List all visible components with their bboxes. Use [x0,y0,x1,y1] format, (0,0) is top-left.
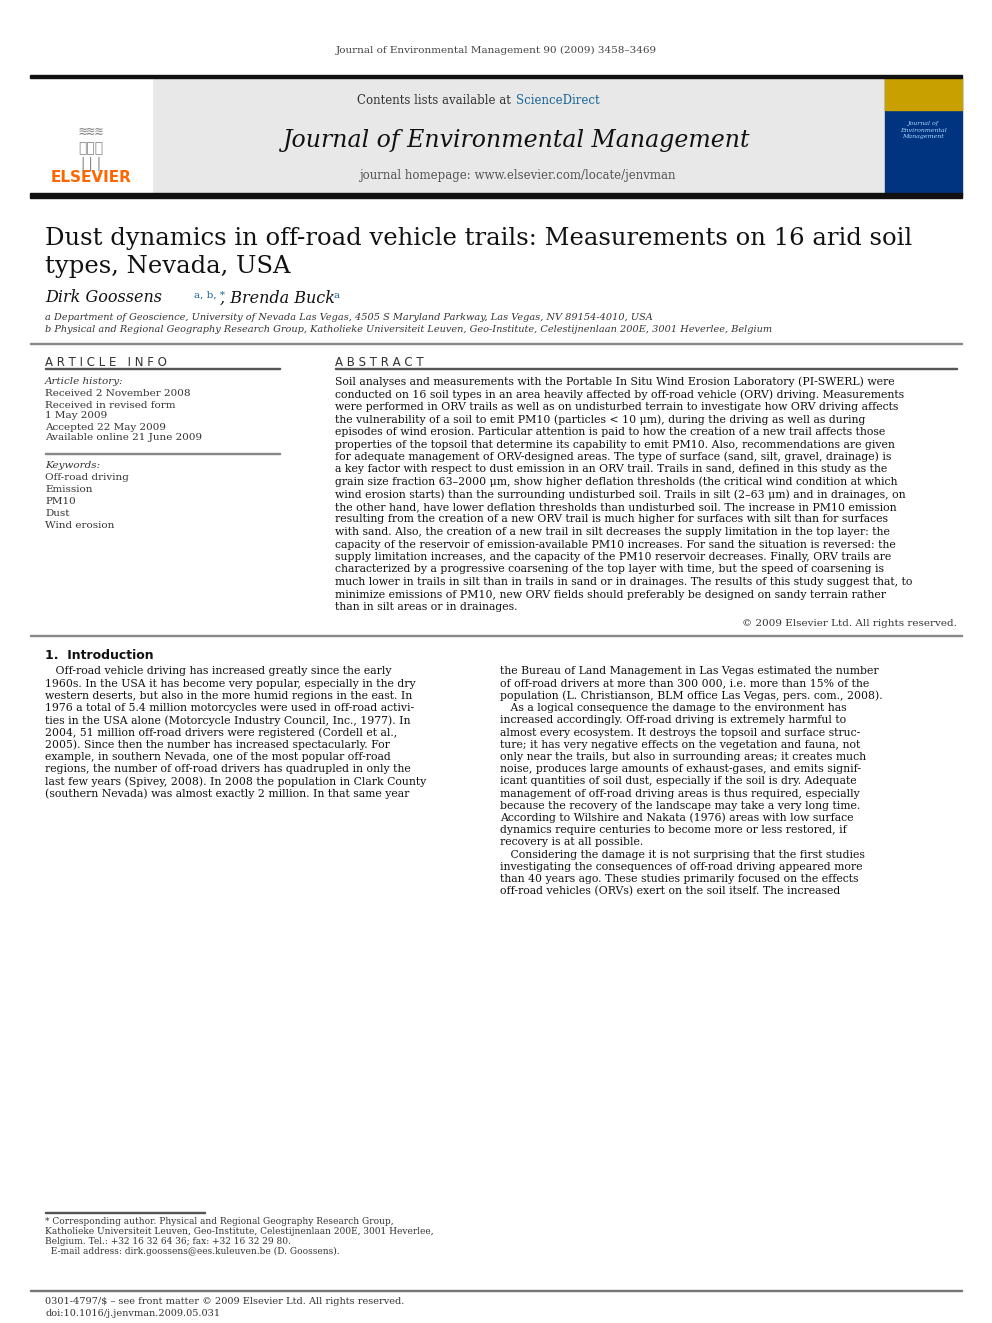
Text: According to Wilshire and Nakata (1976) areas with low surface: According to Wilshire and Nakata (1976) … [500,812,853,823]
Text: Received 2 November 2008: Received 2 November 2008 [45,389,190,398]
Text: dynamics require centuries to become more or less restored, if: dynamics require centuries to become mor… [500,826,847,835]
Text: for adequate management of ORV-designed areas. The type of surface (sand, silt, : for adequate management of ORV-designed … [335,451,892,462]
Text: capacity of the reservoir of emission-available PM10 increases. For sand the sit: capacity of the reservoir of emission-av… [335,540,896,549]
Text: than 40 years ago. These studies primarily focused on the effects: than 40 years ago. These studies primari… [500,875,858,884]
Text: ScienceDirect: ScienceDirect [516,94,599,106]
Text: Journal of
Environmental
Management: Journal of Environmental Management [900,120,946,139]
Text: © 2009 Elsevier Ltd. All rights reserved.: © 2009 Elsevier Ltd. All rights reserved… [742,619,957,628]
Text: supply limitation increases, and the capacity of the PM10 reservoir decreases. F: supply limitation increases, and the cap… [335,552,891,562]
Text: with sand. Also, the creation of a new trail in silt decreases the supply limita: with sand. Also, the creation of a new t… [335,527,890,537]
Text: ture; it has very negative effects on the vegetation and fauna, not: ture; it has very negative effects on th… [500,740,860,750]
Text: only near the trails, but also in surrounding areas; it creates much: only near the trails, but also in surrou… [500,751,866,762]
Text: Off-road vehicle driving has increased greatly since the early: Off-road vehicle driving has increased g… [45,667,392,676]
Text: Article history:: Article history: [45,377,124,386]
Text: Belgium. Tel.: +32 16 32 64 36; fax: +32 16 32 29 80.: Belgium. Tel.: +32 16 32 64 36; fax: +32… [45,1237,291,1245]
Text: were performed in ORV trails as well as on undisturbed terrain to investigate ho: were performed in ORV trails as well as … [335,402,899,411]
Text: grain size fraction 63–2000 μm, show higher deflation thresholds (the critical w: grain size fraction 63–2000 μm, show hig… [335,476,898,487]
Text: 1976 a total of 5.4 million motorcycles were used in off-road activi-: 1976 a total of 5.4 million motorcycles … [45,703,414,713]
Text: (southern Nevada) was almost exactly 2 million. In that same year: (southern Nevada) was almost exactly 2 m… [45,789,410,799]
Text: b Physical and Regional Geography Research Group, Katholieke Universiteit Leuven: b Physical and Regional Geography Resear… [45,325,772,335]
Text: a, b, *: a, b, * [194,291,225,299]
Text: , Brenda Buck: , Brenda Buck [220,290,335,307]
Text: a: a [333,291,339,299]
Text: A B S T R A C T: A B S T R A C T [335,356,424,369]
Text: off-road vehicles (ORVs) exert on the soil itself. The increased: off-road vehicles (ORVs) exert on the so… [500,886,840,896]
Text: doi:10.1016/j.jenvman.2009.05.031: doi:10.1016/j.jenvman.2009.05.031 [45,1308,220,1318]
Text: ties in the USA alone (Motorcycle Industry Council, Inc., 1977). In: ties in the USA alone (Motorcycle Indust… [45,714,411,725]
Text: 1960s. In the USA it has become very popular, especially in the dry: 1960s. In the USA it has become very pop… [45,679,416,689]
Text: Wind erosion: Wind erosion [45,521,114,531]
Text: regions, the number of off-road drivers has quadrupled in only the: regions, the number of off-road drivers … [45,765,411,774]
Text: a Department of Geoscience, University of Nevada Las Vegas, 4505 S Maryland Park: a Department of Geoscience, University o… [45,312,653,321]
Text: As a logical consequence the damage to the environment has: As a logical consequence the damage to t… [500,703,846,713]
Text: resulting from the creation of a new ORV trail is much higher for surfaces with : resulting from the creation of a new ORV… [335,515,888,524]
Text: much lower in trails in silt than in trails in sand or in drainages. The results: much lower in trails in silt than in tra… [335,577,913,587]
Text: the Bureau of Land Management in Las Vegas estimated the number: the Bureau of Land Management in Las Veg… [500,667,879,676]
Text: Keywords:: Keywords: [45,462,100,471]
Text: a key factor with respect to dust emission in an ORV trail. Trails in sand, defi: a key factor with respect to dust emissi… [335,464,887,475]
Text: because the recovery of the landscape may take a very long time.: because the recovery of the landscape ma… [500,800,860,811]
Text: last few years (Spivey, 2008). In 2008 the population in Clark County: last few years (Spivey, 2008). In 2008 t… [45,777,427,787]
Text: increased accordingly. Off-road driving is extremely harmful to: increased accordingly. Off-road driving … [500,716,846,725]
Bar [30,75,962,78]
Text: episodes of wind erosion. Particular attention is paid to how the creation of a : episodes of wind erosion. Particular att… [335,427,885,437]
Text: Soil analyses and measurements with the Portable In Situ Wind Erosion Laboratory: Soil analyses and measurements with the … [335,377,895,388]
Text: 2004, 51 million off-road drivers were registered (Cordell et al.,: 2004, 51 million off-road drivers were r… [45,728,397,738]
Text: Dust dynamics in off-road vehicle trails: Measurements on 16 arid soil: Dust dynamics in off-road vehicle trails… [45,226,913,250]
Text: ELSEVIER: ELSEVIER [51,171,131,185]
Text: * Corresponding author. Physical and Regional Geography Research Group,: * Corresponding author. Physical and Reg… [45,1217,394,1225]
Text: Considering the damage it is not surprising that the first studies: Considering the damage it is not surpris… [500,849,865,860]
Text: A R T I C L E   I N F O: A R T I C L E I N F O [45,356,167,369]
Text: of off-road drivers at more than 300 000, i.e. more than 15% of the: of off-road drivers at more than 300 000… [500,679,869,689]
Text: almost every ecosystem. It destroys the topsoil and surface struc-: almost every ecosystem. It destroys the … [500,728,860,737]
Text: Accepted 22 May 2009: Accepted 22 May 2009 [45,422,166,431]
Text: Dirk Goossens: Dirk Goossens [45,290,162,307]
Text: recovery is at all possible.: recovery is at all possible. [500,837,643,847]
Text: properties of the topsoil that determine its capability to emit PM10. Also, reco: properties of the topsoil that determine… [335,439,895,450]
Text: Katholieke Universiteit Leuven, Geo-Institute, Celestijnenlaan 200E, 3001 Heverl: Katholieke Universiteit Leuven, Geo-Inst… [45,1226,434,1236]
Text: 2005). Since then the number has increased spectacularly. For: 2005). Since then the number has increas… [45,740,390,750]
Bar [30,193,962,198]
Text: 0301-4797/$ – see front matter © 2009 Elsevier Ltd. All rights reserved.: 0301-4797/$ – see front matter © 2009 El… [45,1297,405,1306]
Text: characterized by a progressive coarsening of the top layer with time, but the sp: characterized by a progressive coarsenin… [335,565,884,574]
Text: 1 May 2009: 1 May 2009 [45,411,107,421]
Text: ≋≋≋
⫶⫶⫶
|||: ≋≋≋ ⫶⫶⫶ ||| [78,124,103,172]
Text: conducted on 16 soil types in an area heavily affected by off-road vehicle (ORV): conducted on 16 soil types in an area he… [335,389,904,400]
Text: Dust: Dust [45,509,69,519]
Bar [885,78,962,110]
Text: Available online 21 June 2009: Available online 21 June 2009 [45,434,202,442]
Text: icant quantities of soil dust, especially if the soil is dry. Adequate: icant quantities of soil dust, especiall… [500,777,857,786]
Text: journal homepage: www.elsevier.com/locate/jenvman: journal homepage: www.elsevier.com/locat… [359,168,676,181]
Text: wind erosion starts) than the surrounding undisturbed soil. Trails in silt (2–63: wind erosion starts) than the surroundin… [335,490,906,500]
Text: minimize emissions of PM10, new ORV fields should preferably be designed on sand: minimize emissions of PM10, new ORV fiel… [335,590,886,599]
Text: example, in southern Nevada, one of the most popular off-road: example, in southern Nevada, one of the … [45,751,391,762]
Bar [152,78,885,194]
Text: western deserts, but also in the more humid regions in the east. In: western deserts, but also in the more hu… [45,691,413,701]
Text: Received in revised form: Received in revised form [45,401,176,410]
Text: population (L. Christianson, BLM office Las Vegas, pers. com., 2008).: population (L. Christianson, BLM office … [500,691,883,701]
Text: the other hand, have lower deflation thresholds than undisturbed soil. The incre: the other hand, have lower deflation thr… [335,501,897,512]
Text: types, Nevada, USA: types, Nevada, USA [45,254,291,278]
Text: PM10: PM10 [45,497,75,507]
Text: management of off-road driving areas is thus required, especially: management of off-road driving areas is … [500,789,860,799]
Text: E-mail address: dirk.goossens@ees.kuleuven.be (D. Goossens).: E-mail address: dirk.goossens@ees.kuleuv… [45,1246,339,1256]
Text: 1.  Introduction: 1. Introduction [45,650,154,662]
Text: than in silt areas or in drainages.: than in silt areas or in drainages. [335,602,518,613]
Text: Journal of Environmental Management 90 (2009) 3458–3469: Journal of Environmental Management 90 (… [335,45,657,54]
Text: Off-road driving: Off-road driving [45,474,129,483]
Bar [885,78,962,194]
Bar [30,78,152,194]
Text: Journal of Environmental Management: Journal of Environmental Management [284,128,751,152]
Text: noise, produces large amounts of exhaust-gases, and emits signif-: noise, produces large amounts of exhaust… [500,765,861,774]
Text: the vulnerability of a soil to emit PM10 (particles < 10 μm), during the driving: the vulnerability of a soil to emit PM10… [335,414,865,425]
Text: investigating the consequences of off-road driving appeared more: investigating the consequences of off-ro… [500,861,862,872]
Text: Contents lists available at: Contents lists available at [357,94,515,106]
Text: Emission: Emission [45,486,92,495]
